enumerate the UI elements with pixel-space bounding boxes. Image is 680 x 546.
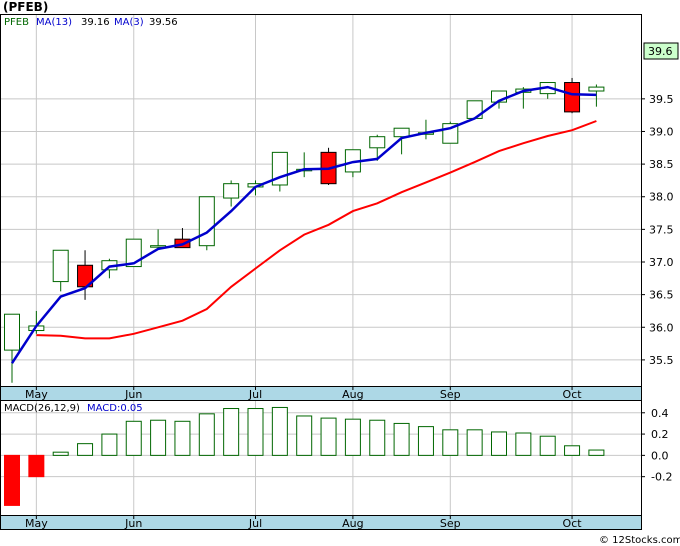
macd-bar-positive bbox=[417, 426, 434, 456]
price-xtick-label: Jun bbox=[124, 388, 142, 401]
price-ytick-label: 38.5 bbox=[649, 158, 674, 171]
macd-xtick-label: Jul bbox=[248, 517, 262, 530]
macd-bar-positive bbox=[198, 413, 215, 456]
macd-bar-positive bbox=[52, 451, 69, 456]
candle-up bbox=[393, 127, 410, 138]
macd-bar-positive bbox=[223, 408, 240, 456]
macd-bar-positive bbox=[393, 422, 410, 456]
macd-xaxis-ticks: May Jun Jul Aug Sep Oct bbox=[25, 515, 582, 530]
macd-xaxis-band bbox=[0, 515, 642, 530]
candle-up bbox=[369, 136, 386, 149]
candle-down bbox=[564, 82, 581, 113]
legend-symbol: PFEB bbox=[4, 17, 29, 28]
macd-bar-positive bbox=[466, 429, 483, 456]
price-xaxis-band bbox=[0, 386, 642, 401]
macd-xtick-label: Aug bbox=[342, 517, 363, 530]
price-legend: PFEB MA(13) 39.16 MA(3) 39.56 bbox=[4, 17, 178, 28]
candle-up bbox=[223, 183, 240, 199]
legend-ma13-value: 39.16 bbox=[81, 17, 110, 28]
price-ytick-label: 36.0 bbox=[649, 321, 674, 334]
price-ytick-label: 36.5 bbox=[649, 289, 674, 302]
macd-bar-positive bbox=[539, 435, 556, 456]
macd-bar-positive bbox=[247, 408, 264, 456]
macd-bar-positive bbox=[515, 432, 532, 456]
macd-ytick-label: -0.2 bbox=[651, 471, 672, 484]
macd-bar-positive bbox=[344, 418, 361, 456]
price-xtick-label: Oct bbox=[563, 388, 583, 401]
candle-up bbox=[52, 249, 69, 283]
legend-ma3-value: 39.56 bbox=[149, 17, 178, 28]
ma3-line bbox=[10, 85, 597, 364]
ma13-line bbox=[36, 120, 597, 340]
macd-bar-positive bbox=[271, 406, 288, 456]
macd-bars bbox=[4, 406, 605, 506]
candle-up bbox=[198, 196, 215, 247]
macd-xtick-label: Sep bbox=[440, 517, 461, 530]
macd-value: MACD:0.05 bbox=[87, 403, 143, 414]
macd-bar-positive bbox=[442, 429, 459, 456]
macd-xtick-label: Jun bbox=[124, 517, 142, 530]
price-ytick-label: 37.5 bbox=[649, 223, 674, 236]
macd-bar-positive bbox=[588, 449, 605, 456]
macd-ytick-label: 0.0 bbox=[651, 449, 669, 462]
candle-up bbox=[4, 313, 20, 351]
macd-xtick-label: May bbox=[25, 517, 48, 530]
macd-bar-positive bbox=[320, 417, 337, 456]
macd-bar-positive bbox=[125, 420, 142, 456]
last-price-value: 39.6 bbox=[648, 45, 673, 58]
legend-ma3-label: MA(3) bbox=[114, 17, 144, 28]
price-xtick-label: Sep bbox=[440, 388, 461, 401]
macd-bar-positive bbox=[174, 420, 191, 456]
macd-xtick-label: Oct bbox=[563, 517, 583, 530]
watermark: © 12Stocks.com bbox=[599, 535, 680, 546]
last-price-tag: 39.6 bbox=[643, 42, 679, 60]
macd-bar-positive bbox=[296, 415, 313, 456]
macd-bar-negative bbox=[4, 454, 20, 506]
macd-bar-positive bbox=[77, 443, 94, 456]
macd-bar-positive bbox=[564, 445, 581, 456]
macd-bar-negative bbox=[28, 454, 45, 478]
price-xtick-label: Aug bbox=[342, 388, 363, 401]
moving-averages bbox=[10, 85, 597, 364]
macd-bar-positive bbox=[101, 433, 118, 456]
candle-up bbox=[588, 86, 605, 92]
price-xtick-label: Jul bbox=[248, 388, 262, 401]
chart-title: (PFEB) bbox=[3, 0, 48, 14]
price-ytick-label: 37.0 bbox=[649, 256, 674, 269]
macd-yaxis: 0.4 0.2 0.0 -0.2 bbox=[641, 407, 672, 484]
macd-bar-positive bbox=[369, 419, 386, 456]
price-ytick-label: 39.0 bbox=[649, 125, 674, 138]
price-xaxis-ticks: May Jun Jul Aug Sep Oct bbox=[25, 386, 582, 401]
macd-bar-positive bbox=[150, 419, 167, 456]
macd-ytick-label: 0.2 bbox=[651, 428, 669, 441]
macd-ytick-label: 0.4 bbox=[651, 407, 669, 420]
macd-legend: MACD(26,12,9) MACD:0.05 bbox=[4, 403, 143, 414]
macd-bar-positive bbox=[491, 431, 507, 456]
price-ytick-label: 35.5 bbox=[649, 354, 674, 367]
price-ytick-label: 38.0 bbox=[649, 191, 674, 204]
price-grid bbox=[1, 15, 641, 386]
price-yaxis: 35.5 36.0 36.5 37.0 37.5 38.0 38.5 39.0 39.5 bbox=[641, 93, 674, 367]
legend-ma13-label: MA(13) bbox=[36, 17, 72, 28]
price-panel-frame bbox=[0, 14, 642, 387]
macd-label: MACD(26,12,9) bbox=[4, 403, 80, 414]
price-xtick-label: May bbox=[25, 388, 48, 401]
price-ytick-label: 39.5 bbox=[649, 93, 674, 106]
